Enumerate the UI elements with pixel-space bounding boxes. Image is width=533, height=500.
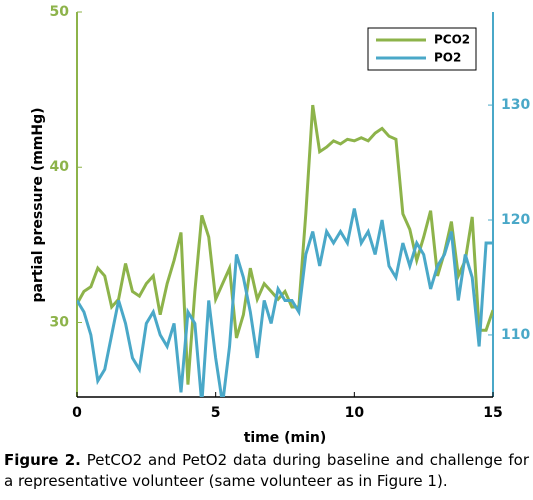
x-axis-label: time (min) xyxy=(244,430,327,445)
y-tick-label: 40 xyxy=(50,159,70,175)
y2-tick-label: 110 xyxy=(501,327,530,343)
x-tick-label: 10 xyxy=(345,405,365,421)
caption: Figure 2. PetCO2 and PetO2 data during b… xyxy=(4,450,529,492)
x-tick-label: 0 xyxy=(72,405,82,421)
x-tick-label: 5 xyxy=(211,405,221,421)
caption-label: Figure 2. xyxy=(4,451,81,469)
y2-tick-label: 120 xyxy=(501,212,530,228)
x-tick-label: 15 xyxy=(483,405,502,421)
legend-label: PCO2 xyxy=(434,33,470,47)
y-axis-label: partial pressure (mmHg) xyxy=(30,107,46,302)
y-tick-label: 30 xyxy=(50,314,70,330)
y2-tick-label: 130 xyxy=(501,97,530,113)
legend-label: PO2 xyxy=(434,51,461,65)
chart: time (min) partial pressure (mmHg) 0 5 10 1… xyxy=(30,4,530,445)
series-line xyxy=(77,208,493,397)
legend-box xyxy=(367,27,477,71)
caption-text: PetCO2 and PetO2 data during baseline an… xyxy=(4,451,529,490)
y-tick-label: 50 xyxy=(50,4,70,20)
series-line xyxy=(77,104,493,385)
